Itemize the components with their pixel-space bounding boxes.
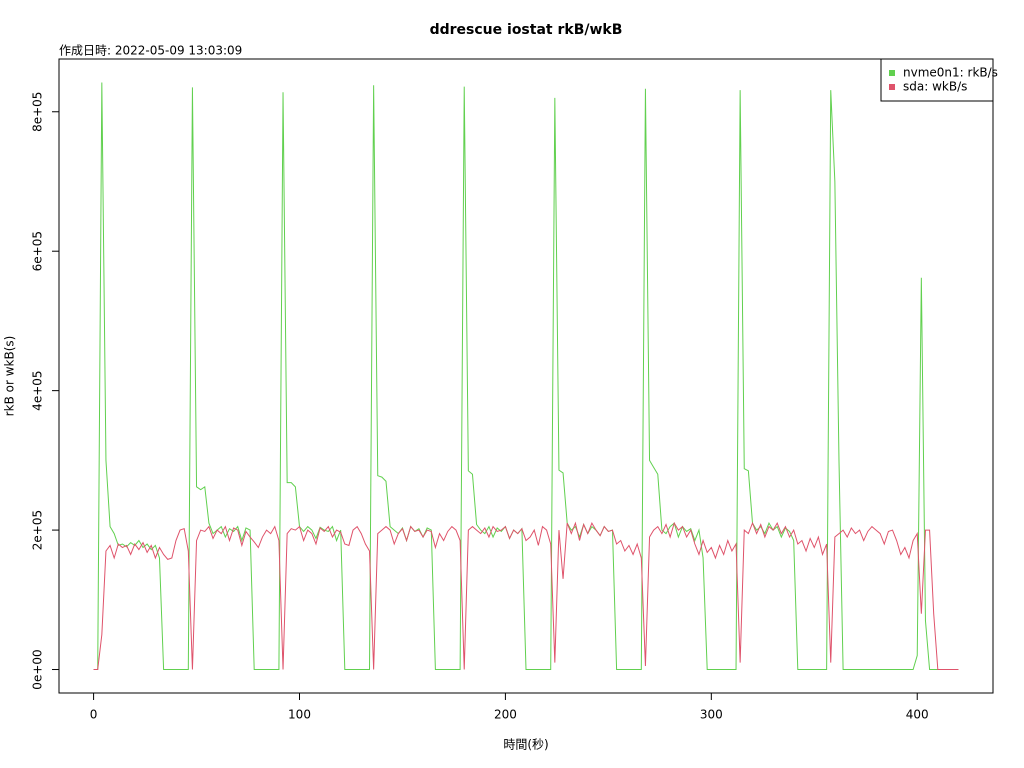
x-tick-label: 200 — [494, 708, 517, 722]
legend-box — [880, 58, 994, 102]
x-tick-label: 100 — [288, 708, 311, 722]
y-tick-label: 8e+05 — [31, 92, 45, 132]
subtitle: 作成日時: 2022-05-09 13:03:09 — [59, 44, 242, 58]
series-line — [93, 521, 959, 671]
y-tick-label: 2e+05 — [31, 510, 45, 550]
plot-frame — [58, 58, 994, 694]
legend-label: sda: wkB/s — [903, 80, 967, 94]
legend-label: nvme0n1: rkB/s — [903, 66, 998, 80]
y-tick-label: 6e+05 — [31, 231, 45, 271]
x-axis-label: 時間(秒) — [503, 738, 548, 752]
series-line — [93, 82, 959, 671]
x-tick-label: 300 — [700, 708, 723, 722]
chart-title: ddrescue iostat rkB/wkB — [430, 22, 623, 38]
x-tick-label: 400 — [906, 708, 929, 722]
legend-swatch — [889, 70, 895, 76]
x-tick-label: 0 — [90, 708, 98, 722]
y-tick-label: 0e+00 — [31, 649, 45, 689]
y-axis-label: rkB or wkB(s) — [3, 336, 17, 417]
legend-swatch — [889, 84, 895, 90]
y-tick-label: 4e+05 — [31, 370, 45, 410]
